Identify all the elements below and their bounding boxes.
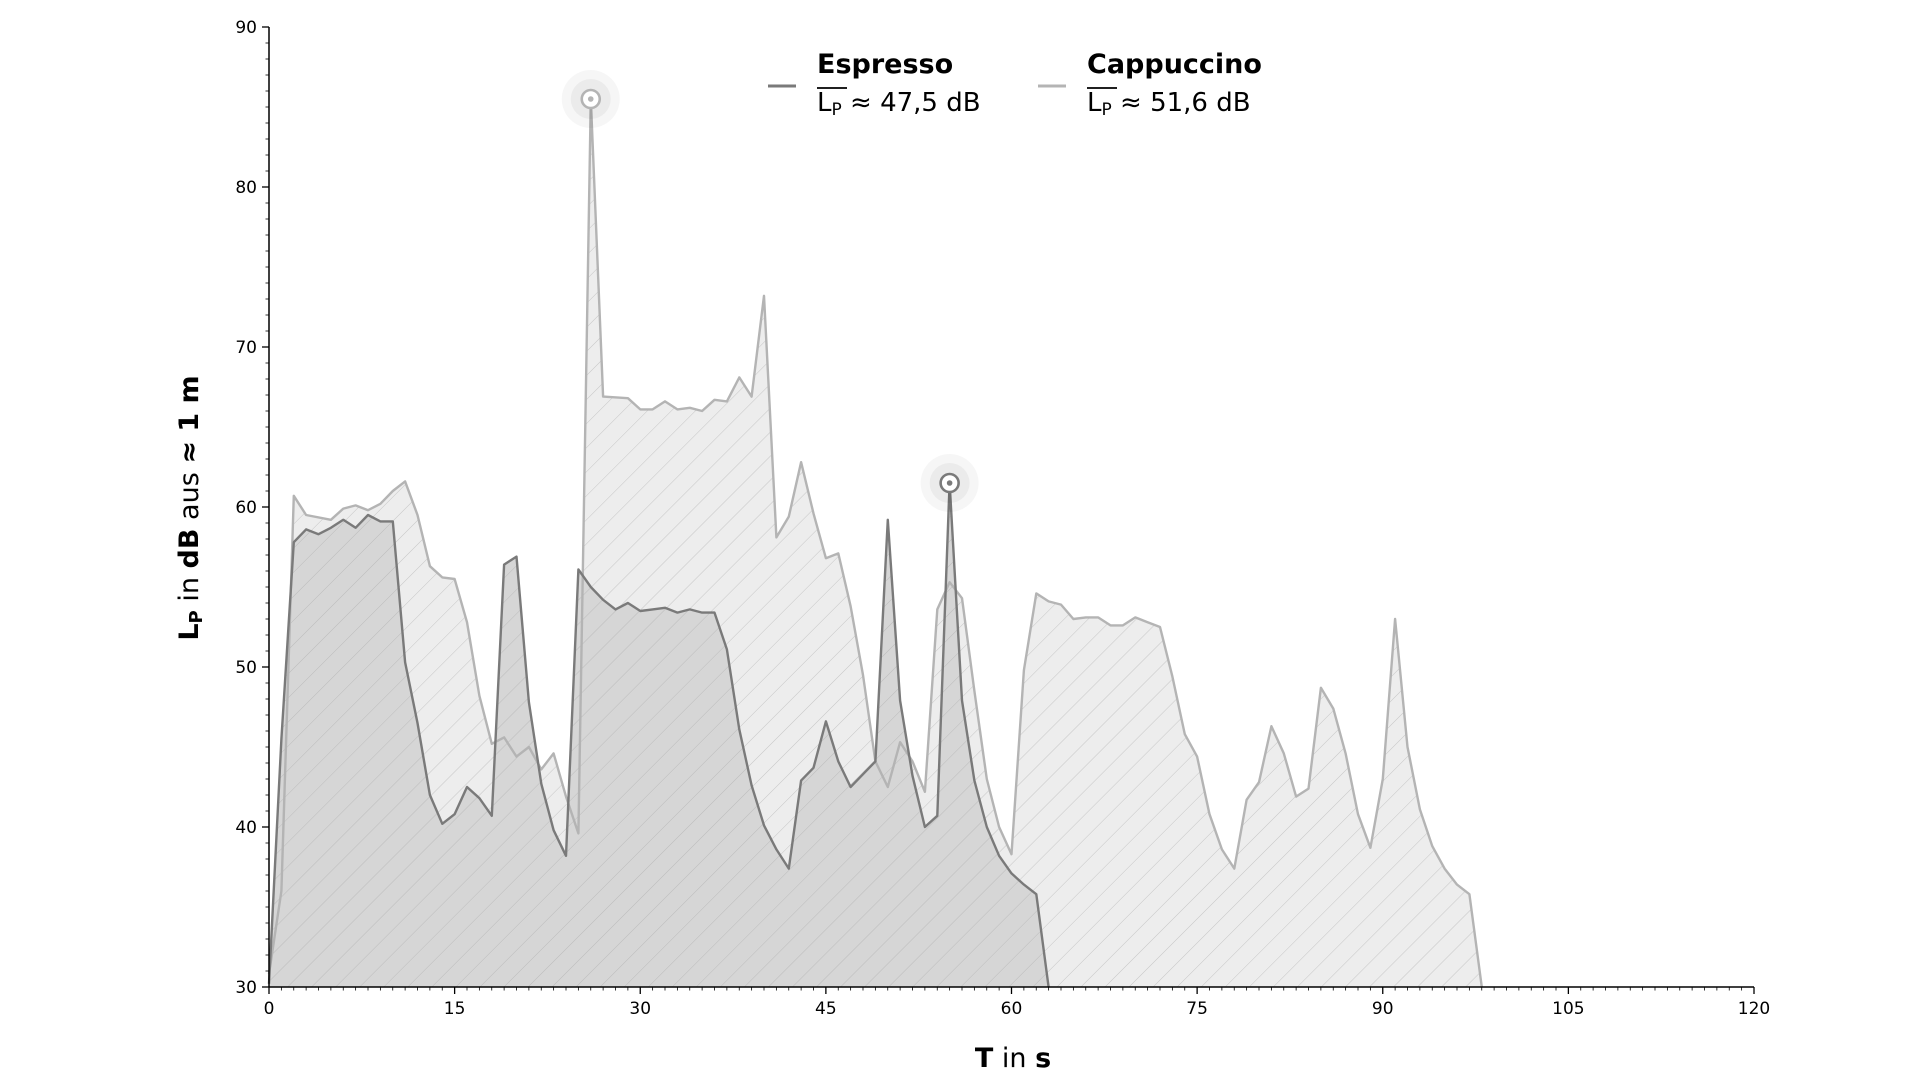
series-line-cappuccino	[267, 97, 1483, 988]
y-axis-title-subscript: P	[186, 610, 207, 623]
legend-mean-symbol-cappuccino: L	[1087, 88, 1102, 118]
legend-item-espresso: Espresso LP ≈ 47,5 dB	[768, 49, 981, 120]
y-axis-title-connector: in	[174, 568, 205, 610]
x-tick-label: 75	[1186, 999, 1208, 1019]
area-hatch-cappuccino	[269, 99, 1482, 987]
y-tick-label: 50	[235, 658, 257, 678]
x-tick-label: 105	[1552, 999, 1584, 1019]
series-line-espresso	[267, 481, 1050, 988]
x-tick-label: 0	[264, 999, 275, 1019]
y-tick-label: 40	[235, 818, 257, 838]
area-hatch-espresso	[269, 483, 1049, 987]
areas-layer	[269, 99, 1482, 987]
axes: 0 15 30 45 60 75 90 105 120 30 40 50 60 70 80 90	[235, 18, 1770, 1019]
y-tick-label: 60	[235, 498, 257, 518]
legend-mean-cappuccino: LP ≈ 51,6 dB	[1087, 88, 1251, 120]
peak-dot	[587, 96, 594, 102]
y-axis-title-unit: dB	[174, 529, 205, 569]
lines-layer	[267, 97, 1483, 988]
x-axis-title-unit: s	[1035, 1043, 1051, 1074]
x-tick-label: 45	[815, 999, 837, 1019]
x-tick-label: 30	[629, 999, 651, 1019]
legend-mean-symbol-espresso: L	[817, 88, 832, 118]
legend: Espresso LP ≈ 47,5 dB Cappuccino LP ≈ 51…	[768, 49, 1262, 120]
peak-markers	[570, 79, 970, 503]
peak-marker-espresso	[929, 463, 970, 503]
legend-mean-value-espresso: ≈ 47,5 dB	[842, 88, 981, 118]
legend-mean-espresso: LP ≈ 47,5 dB	[817, 88, 981, 120]
y-axis-title-distance: ≈ 1 m	[174, 375, 205, 463]
x-axis-title-connector: in	[993, 1043, 1035, 1074]
x-axis-title-symbol: T	[975, 1043, 994, 1074]
x-axis-title: T in s	[975, 1043, 1051, 1074]
legend-mean-subscript-espresso: P	[832, 100, 842, 120]
y-tick-label: 90	[235, 18, 257, 38]
y-axis-ticks: 30 40 50 60 70 80 90	[235, 18, 269, 998]
x-axis-ticks: 0 15 30 45 60 75 90 105 120	[264, 987, 1770, 1019]
legend-label-cappuccino: Cappuccino	[1087, 49, 1262, 80]
x-tick-label: 60	[1001, 999, 1023, 1019]
peak-dot	[946, 480, 953, 486]
y-tick-label: 70	[235, 338, 257, 358]
x-tick-label: 120	[1738, 999, 1770, 1019]
legend-mean-value-cappuccino: ≈ 51,6 dB	[1112, 88, 1251, 118]
y-tick-label: 80	[235, 178, 257, 198]
x-tick-label: 90	[1372, 999, 1394, 1019]
legend-item-cappuccino: Cappuccino LP ≈ 51,6 dB	[1038, 49, 1262, 120]
legend-mean-subscript-cappuccino: P	[1102, 100, 1112, 120]
y-axis-title: LP in dB aus ≈ 1 m	[174, 375, 207, 640]
legend-label-espresso: Espresso	[817, 49, 953, 80]
y-axis-title-symbol: L	[174, 623, 205, 640]
y-axis-title-connector-2: aus	[174, 464, 205, 529]
y-tick-label: 30	[235, 978, 257, 998]
peak-marker-cappuccino	[570, 79, 611, 119]
x-tick-label: 15	[444, 999, 466, 1019]
